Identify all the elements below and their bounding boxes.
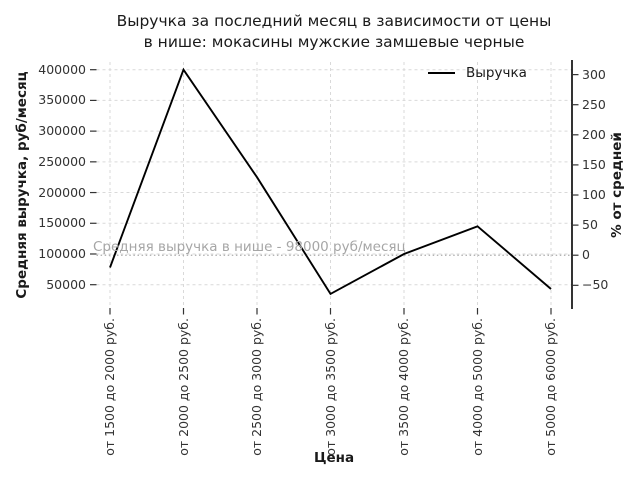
y-right-tick-label: 300	[582, 66, 606, 82]
y-right-tick-label: 0	[582, 247, 590, 263]
y-right-tick-label: 50	[582, 217, 598, 233]
chart-title: Выручка за последний месяц в зависимости…	[14, 11, 640, 53]
legend-label: Выручка	[466, 65, 527, 81]
y-right-tick-label: −50	[582, 277, 609, 293]
average-revenue-annotation: Средняя выручка в нише - 98000 руб/месяц	[93, 239, 406, 255]
chart-title-line1: Выручка за последний месяц в зависимости…	[116, 12, 552, 30]
y-axis-label-right: % от средней	[609, 132, 625, 238]
y-left-tick-label: 300000	[38, 123, 86, 139]
y-right-tick-label: 250	[582, 96, 606, 112]
y-left-tick-label: 50000	[46, 276, 86, 292]
y-left-tick-label: 400000	[38, 61, 86, 77]
x-tick-label: от 2500 до 3000 руб.	[249, 318, 264, 456]
x-tick-label: от 1500 до 2000 руб.	[102, 318, 117, 456]
y-right-tick-label: 150	[582, 156, 606, 172]
y-left-tick-label: 100000	[38, 245, 86, 261]
y-left-tick-label: 350000	[38, 92, 86, 108]
x-tick-label: от 3000 до 3500 руб.	[322, 318, 338, 456]
y-right-tick-label: 200	[582, 126, 606, 142]
legend-line-icon	[428, 72, 455, 74]
y-left-tick-label: 150000	[38, 215, 86, 231]
x-tick-label: от 4000 до 5000 руб.	[469, 318, 485, 456]
y-left-tick-label: 200000	[38, 184, 86, 200]
legend: Выручка	[428, 65, 527, 81]
y-left-tick-label: 250000	[38, 153, 86, 169]
x-tick-label: от 2000 до 2500 руб.	[175, 318, 191, 456]
chart-title-line2: в нише: мокасины мужские замшевые черные	[143, 33, 525, 51]
x-tick-label: от 3500 до 4000 руб.	[396, 318, 411, 456]
y-right-tick-label: 100	[582, 187, 606, 202]
x-axis-label: Цена	[313, 450, 355, 466]
x-tick-label: от 5000 до 6000 руб.	[543, 318, 558, 456]
revenue-line	[109, 67, 552, 296]
